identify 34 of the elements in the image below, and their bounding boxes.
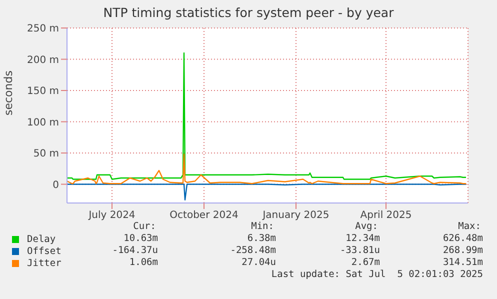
x-tick-label: April 2025	[360, 210, 412, 222]
text: 1.06m	[129, 257, 158, 268]
y-tick-label: 0	[52, 180, 59, 191]
y-axis-title: seconds	[2, 70, 15, 116]
text: 626.48m	[442, 233, 483, 244]
text: 314.51m	[442, 257, 483, 268]
text: -33.81u	[340, 245, 380, 256]
text: Max:	[458, 221, 481, 232]
legend-label: Offset	[27, 246, 62, 256]
text: Avg:	[355, 221, 378, 232]
line-series	[67, 52, 467, 180]
text: Last update: Sat Jul 5 02:01:03 2025	[271, 269, 483, 280]
y-tick-label: 250 m	[26, 24, 59, 35]
y-tick-label: 100 m	[26, 117, 59, 128]
text: 2.67m	[351, 257, 380, 268]
legend-label: Jitter	[27, 258, 62, 268]
chart-title: NTP timing statistics for system peer - by year	[102, 5, 395, 20]
x-tick-label: January 2025	[262, 210, 330, 222]
text: 268.99m	[442, 245, 483, 256]
text: Min:	[251, 221, 274, 232]
legend-label: Delay	[27, 234, 56, 244]
x-tick-label: July 2024	[88, 210, 136, 222]
text: -258.48m	[230, 245, 276, 256]
text: 12.34m	[346, 233, 380, 244]
text: 27.04u	[242, 257, 276, 268]
y-tick-label: 50 m	[33, 148, 59, 160]
text: -164.37u	[112, 245, 158, 256]
text: Cur:	[133, 221, 156, 232]
text: 10.63m	[124, 233, 158, 244]
y-tick-label: 150 m	[26, 86, 59, 98]
x-tick-label: October 2024	[170, 210, 238, 222]
line-series	[67, 154, 467, 184]
y-tick-label: 200 m	[26, 54, 59, 66]
text: 6.38m	[247, 233, 276, 244]
